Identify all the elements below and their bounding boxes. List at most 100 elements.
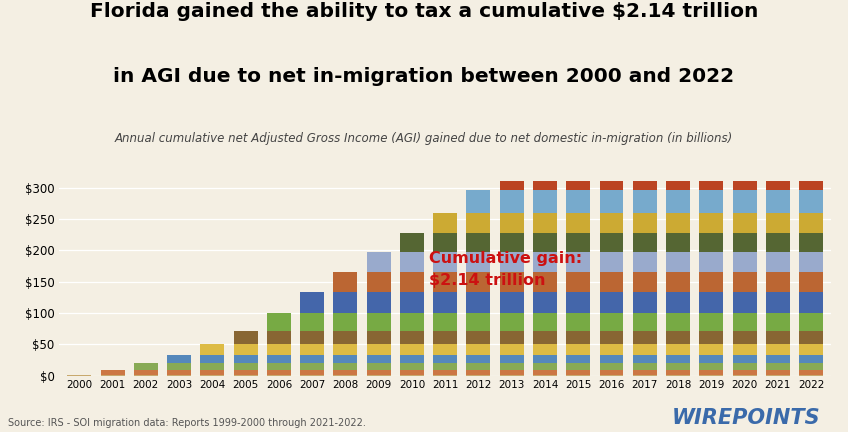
Bar: [733, 252, 756, 272]
Bar: [366, 363, 391, 369]
Bar: [366, 292, 391, 313]
Bar: [333, 330, 357, 344]
Bar: [600, 375, 623, 376]
Bar: [799, 375, 823, 376]
Bar: [400, 292, 424, 313]
Bar: [499, 213, 524, 233]
Bar: [799, 272, 823, 292]
Bar: [533, 190, 557, 213]
Bar: [633, 94, 656, 131]
Bar: [499, 375, 524, 376]
Bar: [300, 369, 324, 375]
Bar: [700, 363, 723, 369]
Bar: [267, 375, 291, 376]
Bar: [600, 355, 623, 363]
Bar: [333, 313, 357, 330]
Bar: [466, 375, 490, 376]
Bar: [799, 190, 823, 213]
Bar: [700, 355, 723, 363]
Bar: [766, 272, 789, 292]
Bar: [600, 131, 623, 162]
Bar: [566, 292, 590, 313]
Bar: [733, 363, 756, 369]
Bar: [633, 213, 656, 233]
Bar: [433, 369, 457, 375]
Bar: [600, 363, 623, 369]
Bar: [234, 330, 258, 344]
Bar: [333, 355, 357, 363]
Bar: [733, 0, 756, 48]
Bar: [733, 292, 756, 313]
Bar: [267, 344, 291, 355]
Bar: [267, 330, 291, 344]
Bar: [533, 375, 557, 376]
Bar: [466, 344, 490, 355]
Bar: [633, 162, 656, 190]
Bar: [600, 292, 623, 313]
Bar: [700, 48, 723, 94]
Bar: [700, 292, 723, 313]
Bar: [466, 252, 490, 272]
Bar: [466, 292, 490, 313]
Bar: [766, 94, 789, 131]
Bar: [600, 213, 623, 233]
Bar: [666, 190, 690, 213]
Bar: [766, 363, 789, 369]
Bar: [600, 330, 623, 344]
Bar: [633, 272, 656, 292]
Bar: [700, 375, 723, 376]
Bar: [733, 48, 756, 94]
Bar: [566, 131, 590, 162]
Bar: [633, 375, 656, 376]
Bar: [466, 233, 490, 252]
Bar: [200, 355, 225, 363]
Bar: [633, 363, 656, 369]
Bar: [433, 233, 457, 252]
Text: Florida gained the ability to tax a cumulative $2.14 trillion: Florida gained the ability to tax a cumu…: [90, 2, 758, 21]
Bar: [333, 375, 357, 376]
Bar: [766, 131, 789, 162]
Bar: [700, 252, 723, 272]
Bar: [566, 233, 590, 252]
Bar: [799, 94, 823, 131]
Bar: [167, 375, 191, 376]
Bar: [633, 252, 656, 272]
Bar: [267, 369, 291, 375]
Bar: [799, 0, 823, 48]
Bar: [766, 233, 789, 252]
Bar: [499, 363, 524, 369]
Bar: [566, 330, 590, 344]
Bar: [300, 363, 324, 369]
Bar: [400, 252, 424, 272]
Bar: [633, 369, 656, 375]
Bar: [234, 363, 258, 369]
Bar: [766, 190, 789, 213]
Bar: [766, 313, 789, 330]
Bar: [700, 313, 723, 330]
Bar: [533, 162, 557, 190]
Bar: [600, 272, 623, 292]
Bar: [466, 330, 490, 344]
Bar: [533, 131, 557, 162]
Bar: [666, 363, 690, 369]
Bar: [533, 213, 557, 233]
Bar: [466, 369, 490, 375]
Bar: [200, 363, 225, 369]
Bar: [600, 190, 623, 213]
Bar: [700, 330, 723, 344]
Text: WIREPOINTS: WIREPOINTS: [672, 408, 821, 428]
Bar: [466, 363, 490, 369]
Bar: [799, 162, 823, 190]
Bar: [566, 162, 590, 190]
Bar: [666, 48, 690, 94]
Bar: [799, 330, 823, 344]
Bar: [799, 233, 823, 252]
Bar: [666, 233, 690, 252]
Bar: [666, 330, 690, 344]
Bar: [766, 48, 789, 94]
Bar: [433, 344, 457, 355]
Bar: [733, 213, 756, 233]
Bar: [366, 355, 391, 363]
Bar: [499, 292, 524, 313]
Bar: [666, 292, 690, 313]
